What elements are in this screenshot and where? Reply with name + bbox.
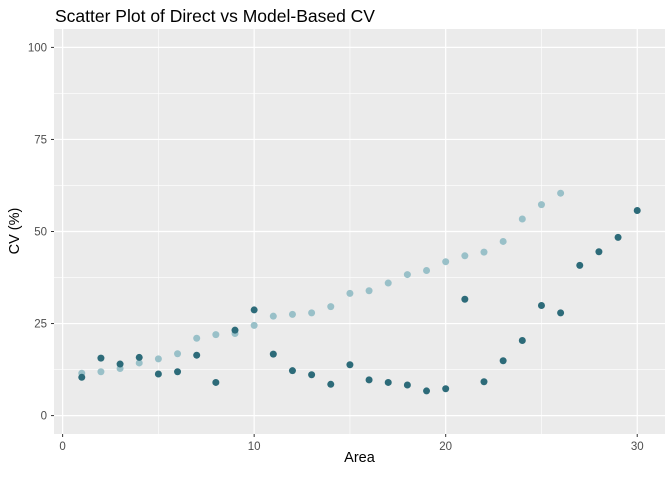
data-point-model-based-cv bbox=[346, 289, 354, 297]
x-tick-label: 30 bbox=[631, 441, 644, 453]
data-point-model-based-cv bbox=[288, 310, 296, 318]
data-point-model-based-cv bbox=[537, 201, 545, 209]
data-point-direct-cv bbox=[499, 357, 507, 365]
data-point-direct-cv bbox=[250, 306, 258, 314]
data-point-direct-cv bbox=[576, 261, 584, 269]
data-point-direct-cv bbox=[116, 360, 124, 368]
data-point-model-based-cv bbox=[403, 271, 411, 279]
data-point-direct-cv bbox=[518, 336, 526, 344]
y-tick-label: 100 bbox=[28, 42, 47, 54]
data-point-direct-cv bbox=[231, 326, 239, 334]
data-point-direct-cv bbox=[288, 367, 296, 375]
data-point-model-based-cv bbox=[193, 334, 201, 342]
data-point-direct-cv bbox=[557, 309, 565, 317]
data-point-direct-cv bbox=[78, 373, 86, 381]
y-tick-label: 50 bbox=[34, 227, 47, 239]
data-point-model-based-cv bbox=[518, 215, 526, 223]
y-tick-label: 75 bbox=[34, 134, 47, 146]
data-point-model-based-cv bbox=[384, 279, 392, 287]
data-point-model-based-cv bbox=[174, 350, 182, 358]
data-point-model-based-cv bbox=[480, 248, 488, 256]
data-point-model-based-cv bbox=[250, 321, 258, 329]
data-point-direct-cv bbox=[97, 354, 105, 362]
x-tick-label: 0 bbox=[59, 441, 65, 453]
chart-title: Scatter Plot of Direct vs Model-Based CV bbox=[55, 6, 375, 26]
data-point-direct-cv bbox=[308, 371, 316, 379]
data-point-model-based-cv bbox=[212, 331, 220, 339]
data-point-direct-cv bbox=[193, 351, 201, 359]
y-tick-label: 0 bbox=[41, 411, 47, 423]
data-point-direct-cv bbox=[212, 378, 220, 386]
data-point-direct-cv bbox=[595, 248, 603, 256]
data-point-model-based-cv bbox=[423, 267, 431, 275]
data-point-direct-cv bbox=[365, 376, 373, 384]
data-point-direct-cv bbox=[461, 295, 469, 303]
data-point-direct-cv bbox=[423, 387, 431, 395]
data-point-model-based-cv bbox=[327, 303, 335, 311]
y-axis-title: CV (%) bbox=[7, 207, 23, 255]
data-point-direct-cv bbox=[154, 370, 162, 378]
x-axis-title: Area bbox=[344, 450, 375, 466]
data-point-direct-cv bbox=[327, 380, 335, 388]
data-point-direct-cv bbox=[403, 381, 411, 389]
data-point-direct-cv bbox=[174, 368, 182, 376]
data-point-direct-cv bbox=[480, 378, 488, 386]
data-point-direct-cv bbox=[442, 385, 450, 393]
data-point-direct-cv bbox=[384, 378, 392, 386]
data-point-model-based-cv bbox=[269, 312, 277, 320]
data-point-model-based-cv bbox=[154, 355, 162, 363]
data-point-direct-cv bbox=[537, 302, 545, 310]
x-tick-label: 20 bbox=[439, 441, 452, 453]
data-point-model-based-cv bbox=[308, 309, 316, 317]
data-point-model-based-cv bbox=[97, 368, 105, 376]
y-tick-label: 25 bbox=[34, 319, 47, 331]
data-point-direct-cv bbox=[346, 361, 354, 369]
data-point-model-based-cv bbox=[461, 252, 469, 260]
data-point-model-based-cv bbox=[557, 189, 565, 197]
data-point-model-based-cv bbox=[135, 359, 143, 367]
data-point-direct-cv bbox=[633, 207, 641, 215]
data-point-model-based-cv bbox=[499, 237, 507, 245]
data-point-model-based-cv bbox=[365, 287, 373, 295]
data-point-model-based-cv bbox=[442, 258, 450, 266]
x-tick-label: 10 bbox=[248, 441, 261, 453]
data-point-direct-cv bbox=[269, 350, 277, 358]
data-point-direct-cv bbox=[614, 233, 622, 241]
data-point-direct-cv bbox=[135, 353, 143, 361]
